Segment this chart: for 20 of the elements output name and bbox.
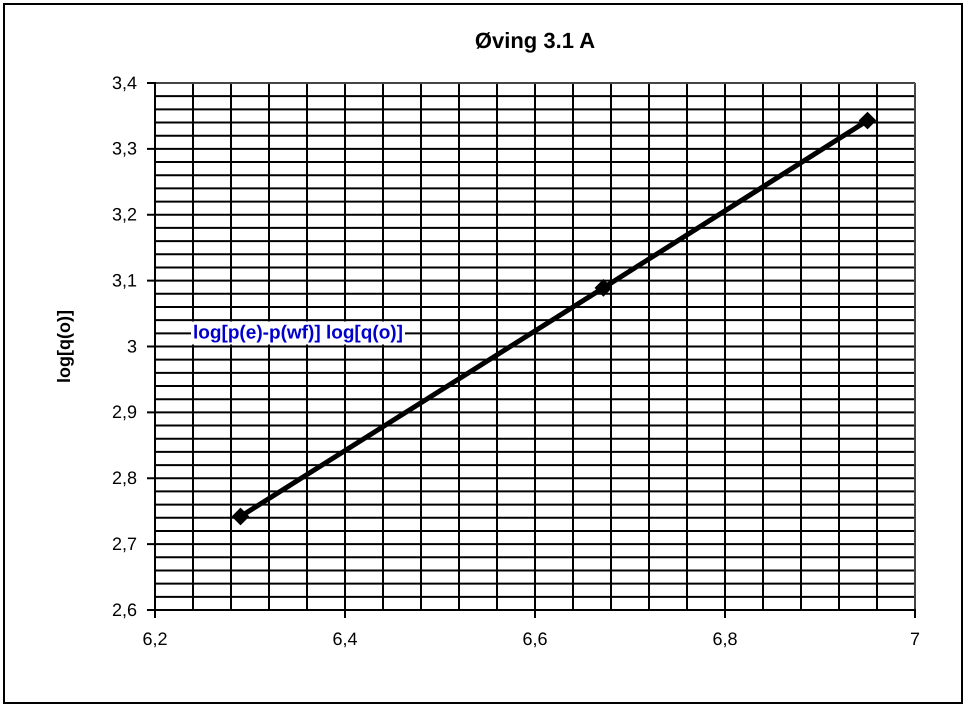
point: [858, 112, 876, 130]
chart-title: Øving 3.1 A: [474, 28, 596, 53]
y-axis-title: log[q(o)]: [54, 310, 74, 383]
x-tick-label: 6,8: [712, 628, 738, 649]
y-tick-label: 2,8: [112, 468, 137, 488]
y-tick-label: 3,3: [112, 138, 137, 159]
x-tick-label: 6,2: [142, 628, 168, 649]
y-tick-label: 3,4: [112, 72, 137, 93]
y-tick-label: 3: [126, 336, 137, 356]
annotation: log[p(e)-p(wf)] log[q(o)]: [193, 322, 403, 344]
y-tick-label: 2,7: [112, 534, 137, 554]
point: [594, 279, 612, 297]
y-tick-label: 3,1: [112, 270, 137, 290]
y-tick-label: 3,2: [112, 204, 137, 225]
point: [232, 508, 250, 526]
y-tick-label: 2,6: [112, 600, 137, 620]
x-tick-label: 6,4: [332, 628, 358, 649]
x-tick-label: 7: [910, 628, 920, 649]
y-tick-label: 2,9: [112, 402, 137, 422]
x-tick-label: 6,6: [522, 628, 548, 649]
